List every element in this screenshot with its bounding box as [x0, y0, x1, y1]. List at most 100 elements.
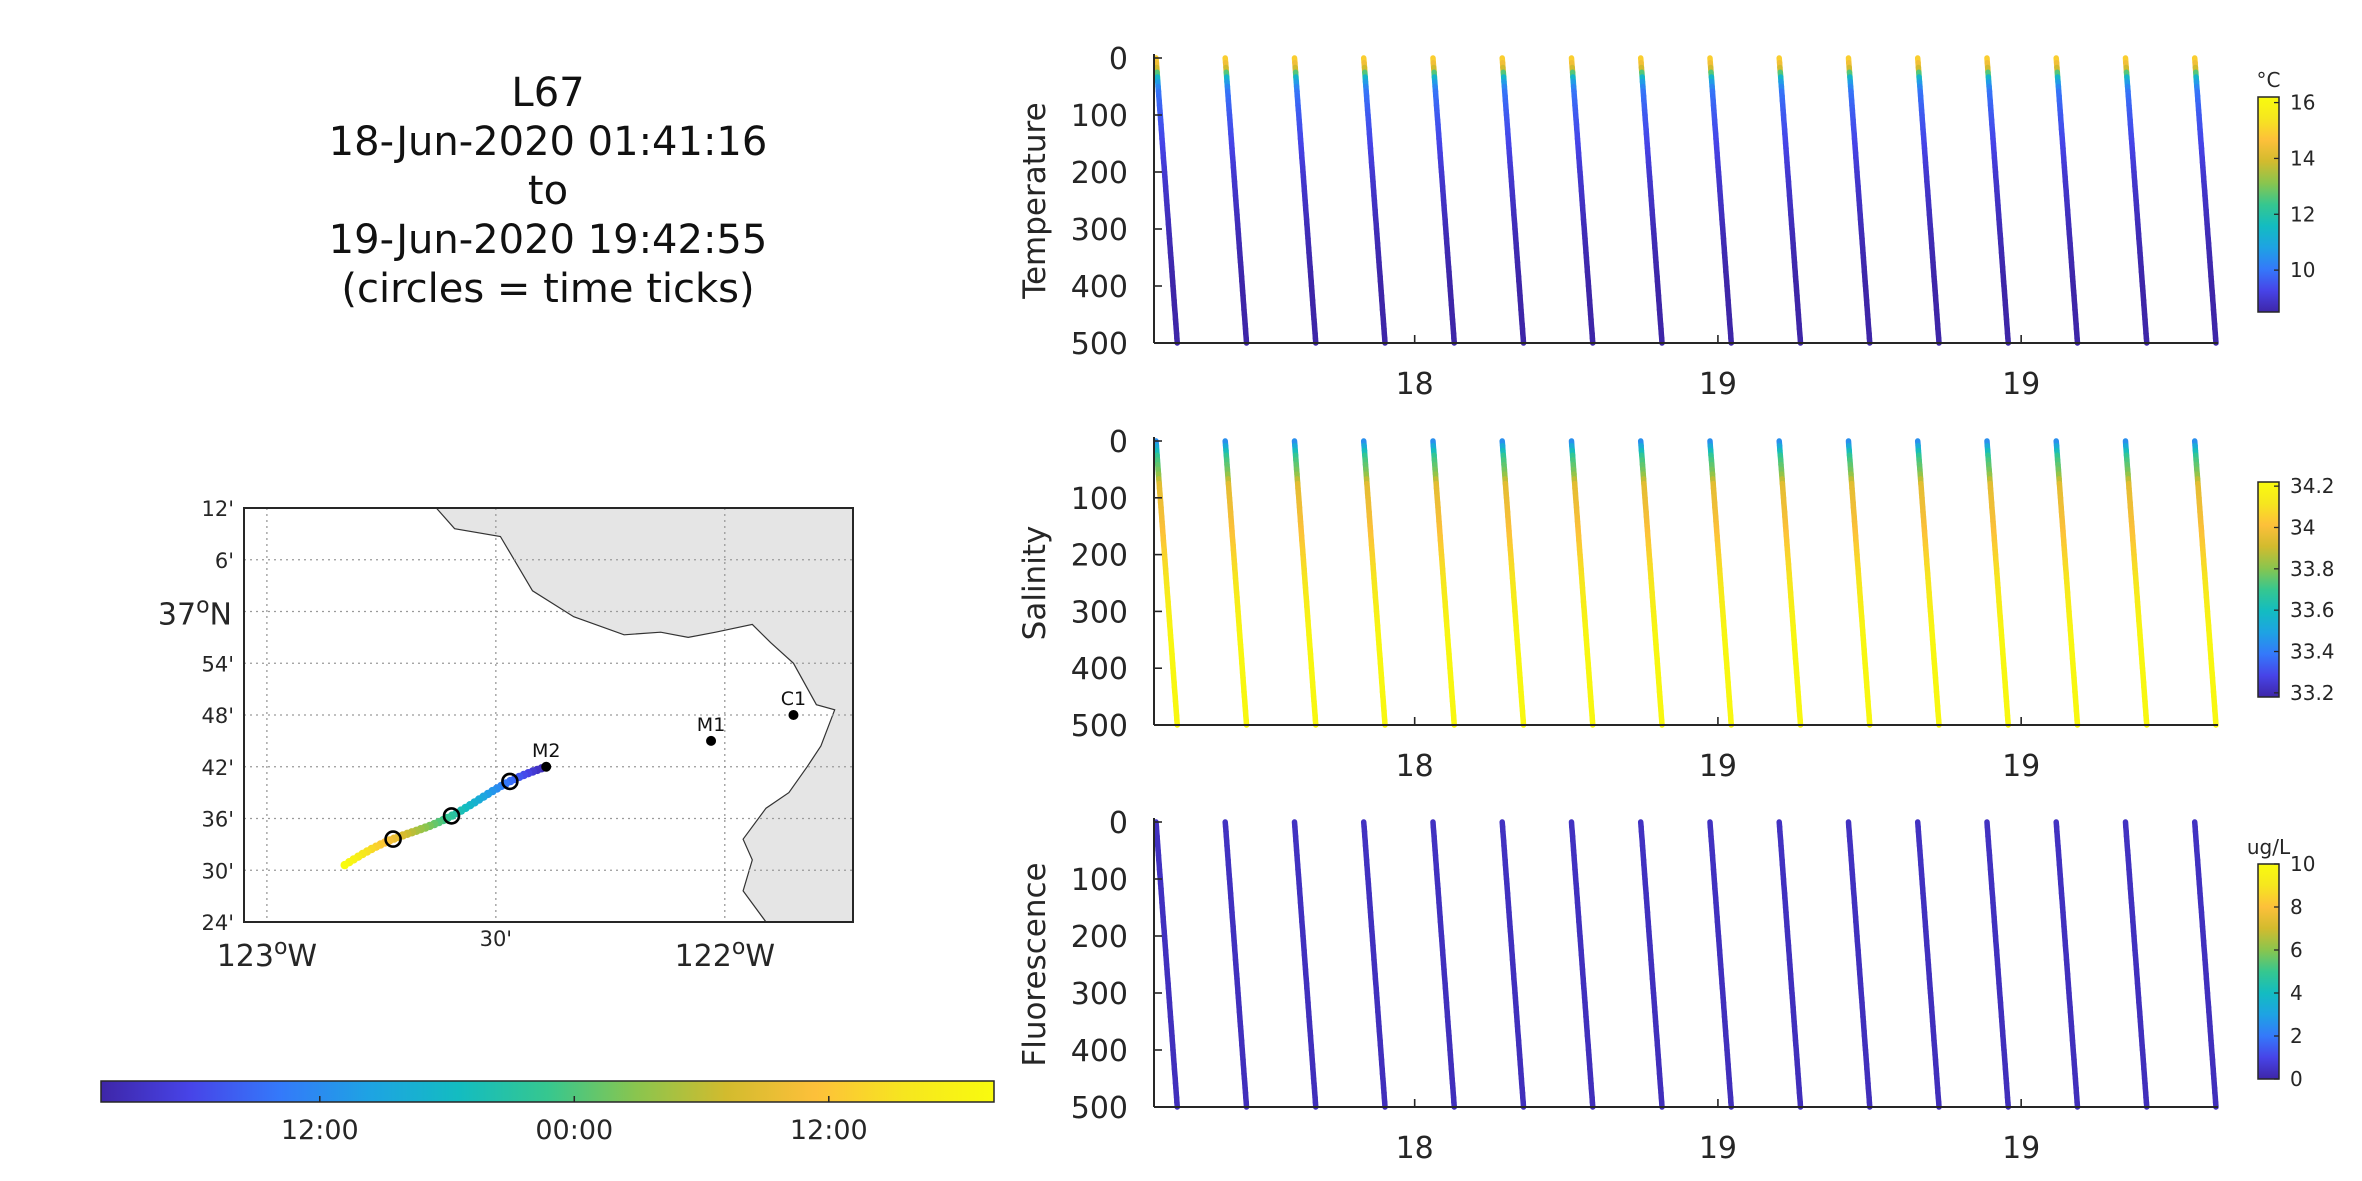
- value-colorbar: 10 12 14 16 °C: [2257, 68, 2315, 313]
- profile-cast: [1845, 55, 1873, 346]
- profile-cast: [1291, 55, 1319, 346]
- profile-cast: [1984, 819, 2012, 1110]
- profile-cast: [1430, 55, 1458, 346]
- station-marker: [788, 710, 799, 720]
- profile-cast: [1707, 55, 1735, 346]
- colorbar-tick-label: 0: [2290, 1067, 2303, 1091]
- profile-casts: [1153, 438, 2219, 728]
- profile-cast: [1430, 438, 1458, 728]
- profile-casts: [1153, 819, 2219, 1110]
- profile-cast: [1914, 819, 1942, 1110]
- colorbar-tick-label: 2: [2290, 1024, 2303, 1048]
- map-lat-tick-label: 12': [202, 497, 235, 521]
- y-tick-label: 400: [1071, 652, 1128, 687]
- profile-cast: [1568, 819, 1596, 1110]
- title-line-4: 19-Jun-2020 19:42:55: [329, 217, 768, 263]
- colorbar-tick-label: 34.2: [2290, 474, 2335, 498]
- colorbar-tick-label: 33.4: [2290, 640, 2335, 664]
- y-tick-label: 100: [1071, 863, 1128, 898]
- profile-cast: [1637, 819, 1665, 1110]
- profile-cast: [1222, 438, 1250, 728]
- profile-cast: [1637, 438, 1665, 728]
- profile-cast: [1845, 438, 1873, 728]
- colorbar-tick-label: 33.8: [2290, 557, 2335, 581]
- station-label: C1: [781, 688, 806, 710]
- x-tick-label: 18: [1396, 1131, 1434, 1166]
- title-line-3: to: [528, 168, 568, 214]
- colorbar-tick-label: 10: [2290, 852, 2315, 876]
- y-tick-label: 200: [1071, 156, 1128, 191]
- latitude-tick-labels: 12' 6' 37oN 54' 48' 42' 36' 30' 24': [158, 497, 234, 935]
- profile-cast: [2191, 819, 2219, 1110]
- profile-cast: [1707, 438, 1735, 728]
- profile-cast: [1153, 819, 1181, 1110]
- x-tick-label: 18: [1396, 749, 1434, 784]
- map-lat-tick-label: 48': [202, 704, 235, 728]
- time-colorbar-tick-label: 12:00: [281, 1115, 359, 1146]
- profile-cast: [1153, 438, 1181, 728]
- longitude-tick-labels: 123oW 30' 122oW: [217, 927, 775, 974]
- x-tick-label: 19: [2002, 367, 2040, 402]
- profile-cast: [2053, 55, 2081, 346]
- colorbar-tick-label: 16: [2290, 91, 2315, 115]
- y-tick-label: 300: [1071, 213, 1128, 248]
- colorbar-tick-label: 14: [2290, 146, 2315, 170]
- y-tick-label: 400: [1071, 270, 1128, 305]
- y-axis-label: Temperature: [1017, 102, 1053, 299]
- y-tick-label: 300: [1071, 595, 1128, 630]
- y-axis-label: Salinity: [1017, 526, 1053, 641]
- colorbar-tick-label: 34: [2290, 515, 2315, 539]
- y-tick-label: 100: [1071, 99, 1128, 134]
- profile-cast: [1291, 438, 1319, 728]
- profile-cast: [1360, 819, 1388, 1110]
- title-line-2: 18-Jun-2020 01:41:16: [329, 119, 768, 165]
- profile-cast: [1360, 55, 1388, 346]
- profile-cast: [1222, 819, 1250, 1110]
- x-tick-label: 19: [1699, 749, 1737, 784]
- y-tick-label: 500: [1071, 327, 1128, 362]
- profile-cast: [1914, 55, 1942, 346]
- profile-cast: [2191, 55, 2219, 346]
- map-panel: M2 M1 C1 12' 6' 37oN 54' 48' 42' 36' 30' 24' 123oW…: [158, 497, 854, 974]
- profile-cast: [2122, 55, 2150, 346]
- colorbar-tick-label: 33.2: [2290, 681, 2335, 705]
- map-lon-tick-label: 123oW: [217, 935, 317, 974]
- profile-cast: [1776, 438, 1804, 728]
- time-tick-circle: [384, 830, 402, 848]
- x-tick-label: 19: [2002, 749, 2040, 784]
- profile-cast: [2122, 819, 2150, 1110]
- profile-cast: [1984, 438, 2012, 728]
- time-colorbar-gradient: [100, 1080, 995, 1103]
- y-tick-label: 400: [1071, 1034, 1128, 1069]
- station-label: M1: [697, 714, 725, 736]
- profile-cast: [1776, 819, 1804, 1110]
- fluorescence-panel: 0 100 200 300 400 500 18 19 19 Fluorescence 0 2 4 6 8 1…: [1017, 806, 2315, 1166]
- profile-cast: [1845, 819, 1873, 1110]
- y-tick-label: 300: [1071, 977, 1128, 1012]
- profile-cast: [1499, 438, 1527, 728]
- profile-cast: [1291, 819, 1319, 1110]
- y-tick-label: 0: [1109, 42, 1128, 77]
- profile-cast: [2191, 438, 2219, 728]
- colorbar-unit-label: ug/L: [2247, 835, 2291, 859]
- y-axis-label: Fluorescence: [1017, 862, 1053, 1066]
- colorbar-tick-label: 4: [2290, 981, 2303, 1005]
- colorbar-gradient: [2257, 481, 2280, 698]
- map-lon-tick-label: 30': [480, 927, 513, 951]
- colorbar-tick-label: 33.6: [2290, 598, 2335, 622]
- figure-title: L67 18-Jun-2020 01:41:16 to 19-Jun-2020 …: [329, 70, 768, 312]
- colorbar-gradient: [2257, 863, 2280, 1080]
- map-lat-tick-label: 54': [202, 652, 235, 676]
- time-colorbar-tick-label: 12:00: [790, 1115, 868, 1146]
- time-colorbar-tick-label: 00:00: [535, 1115, 613, 1146]
- y-tick-label: 100: [1071, 482, 1128, 517]
- profile-cast: [1153, 55, 1181, 346]
- x-tick-label: 19: [1699, 1131, 1737, 1166]
- profile-cast: [1776, 55, 1804, 346]
- profile-cast: [1499, 55, 1527, 346]
- y-tick-label: 200: [1071, 920, 1128, 955]
